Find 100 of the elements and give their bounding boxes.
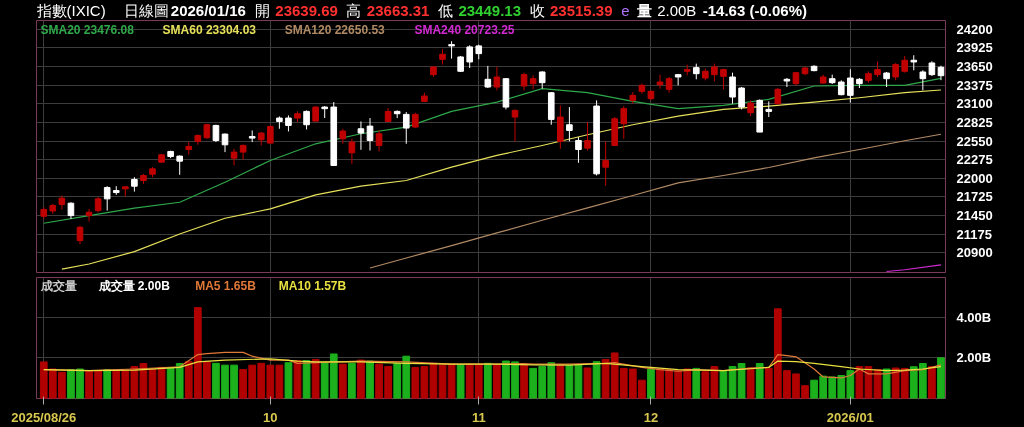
text: SMA120 22650.53 [284,22,386,37]
bar [366,360,374,399]
x-tick-label: 2026/01 [826,409,874,425]
text: 收 [529,2,545,19]
candlestick [847,68,854,104]
text: SMA60 23304.03 [162,22,257,37]
y-tick-label: 20900 [956,245,993,261]
bar [746,367,755,399]
y-tick-label: 21175 [956,226,992,242]
line-series [43,358,942,372]
candlestick [303,109,310,130]
y-tick-label: 23375 [956,77,993,93]
y-tick-label: 21725 [956,189,993,205]
y-tick-label: 24200 [956,21,993,37]
bar [338,363,347,399]
x-tick-label: 10 [263,409,278,425]
bar [755,363,764,399]
y-tick-label: 23100 [956,96,993,112]
candlestick [729,72,736,105]
bar [592,361,601,399]
text: 低 [438,2,453,19]
candlestick [674,73,682,86]
y-tick-label: 22825 [956,114,993,130]
x-tick-label: 2025/08/26 [11,409,77,425]
y-tick-label: 22000 [956,170,993,186]
bar [520,364,528,399]
text: 23449.13 [458,1,521,19]
text: e [621,1,630,19]
x-tick-label: 12 [643,409,659,425]
bar [103,369,112,399]
candlestick [493,66,501,91]
candlestick [267,124,274,145]
text: 量 [635,2,652,19]
candlestick [357,120,365,151]
candlestick [511,108,519,142]
text: 日線圖 [123,2,169,19]
bar [937,357,945,399]
candlestick [602,140,609,187]
text: SMA20 23476.08 [40,22,135,37]
candlestick [620,105,628,140]
text: 23515.39 [549,1,613,19]
x-tick-label: 11 [471,409,486,425]
bar [311,358,320,399]
candlestick [375,129,383,152]
bar [647,368,655,399]
text: SMA240 20723.25 [414,22,515,37]
bar [357,359,365,399]
text: 2026/01/16 [170,2,246,19]
y-tick-label: 23925 [956,40,993,56]
bar [583,367,592,399]
text: 23639.69 [275,1,338,19]
candlestick [58,195,66,211]
bar [556,364,565,399]
bar [456,364,465,399]
candlestick [230,148,238,166]
y-tick-label: 22550 [956,133,993,149]
candlestick [783,77,791,88]
candlestick [575,136,582,164]
candlestick [466,44,474,69]
bar [493,364,501,399]
candlestick [656,74,664,90]
candlestick [402,111,410,145]
text: MA5 1.65B [195,279,257,294]
bar [284,362,293,399]
candlestick [566,106,573,142]
candlestick [919,69,927,91]
text: 高 [346,2,362,19]
bar [348,362,356,399]
candlestick [738,86,745,110]
candlestick [584,121,591,151]
text: -14.63 (-0.06%) [702,2,807,19]
y-tick-label: 4.00B [956,309,992,325]
bar [293,360,302,399]
bar [483,362,492,399]
text: 2.00B [657,2,697,19]
bar [302,360,311,399]
text: MA10 1.57B [278,279,347,294]
text: 成交量 2.00B [97,279,171,294]
candlestick [529,74,537,90]
candlestick [221,132,229,153]
candlestick [239,143,247,161]
candlestick [103,185,111,212]
candlestick [176,154,183,176]
text: 23663.31 [366,1,430,19]
y-tick-label: 21450 [956,208,993,224]
candlestick [366,117,374,151]
y-tick-label: 23650 [956,59,993,75]
line-series [369,133,942,269]
candlestick [85,208,93,223]
line-series [61,89,942,270]
y-tick-label: 2.00B [956,350,992,366]
chart-title: 成交量 [39,279,77,294]
candlestick [348,138,356,165]
bar [719,370,728,399]
chart-title: 指數(IXIC) [35,2,106,19]
y-tick-label: 22275 [956,152,993,168]
bar [928,366,936,399]
bar [692,367,701,399]
text: 開 [254,2,270,19]
bar [882,368,891,399]
